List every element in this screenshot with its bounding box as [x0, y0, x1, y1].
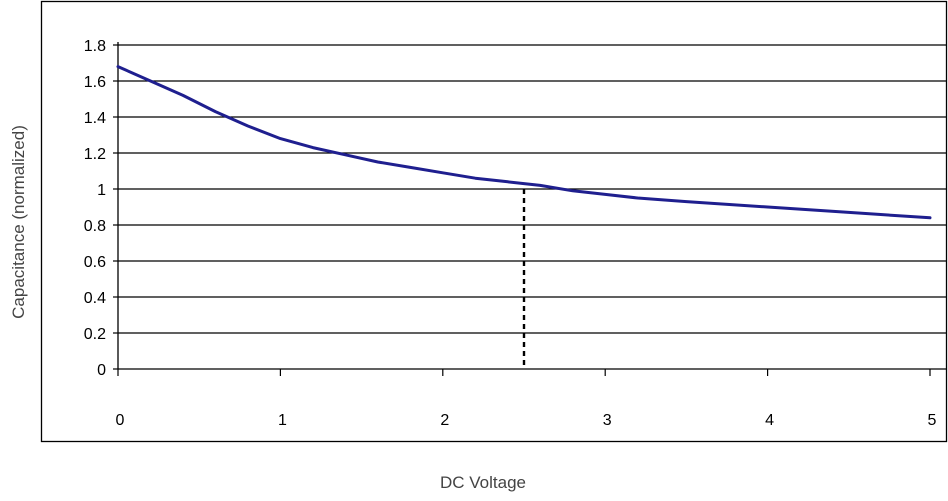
y-tick-labels: 0 0.2 0.4 0.6 0.8 1 1.2 1.4 1.6 1.8	[84, 38, 106, 379]
x-tick-label: 3	[603, 412, 612, 429]
y-tick-label: 0	[97, 362, 106, 379]
y-tick-label: 1.4	[84, 110, 106, 127]
y-tick-label: 1.8	[84, 38, 106, 55]
series-line	[116, 65, 932, 220]
grid-lines	[118, 44, 946, 334]
y-tick-label: 0.8	[84, 218, 106, 235]
y-tick-label: 1	[97, 182, 106, 199]
series-layer	[116, 65, 932, 220]
x-tick-label: 5	[928, 412, 937, 429]
x-axis-title: DC Voltage	[440, 473, 526, 492]
y-tick-label: 0.2	[84, 326, 106, 343]
y-tick-label: 0.6	[84, 254, 106, 271]
y-tick-label: 1.6	[84, 74, 106, 91]
y-tick-label: 0.4	[84, 290, 106, 307]
x-tick-labels: 0 1 2 3 4 5	[116, 412, 937, 429]
x-tick-label: 1	[278, 412, 287, 429]
x-tick-label: 0	[116, 412, 125, 429]
y-tick-label: 1.2	[84, 146, 106, 163]
x-tick-label: 4	[765, 412, 774, 429]
axes	[113, 42, 946, 376]
x-tick-label: 2	[440, 412, 449, 429]
y-axis-title: Capacitance (normalized)	[9, 125, 28, 319]
chart-frame	[40, 0, 948, 443]
